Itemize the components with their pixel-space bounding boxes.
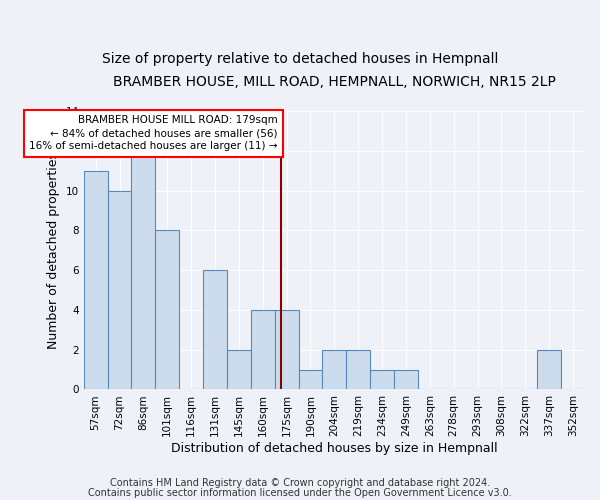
Bar — [346, 350, 370, 390]
Bar — [227, 350, 251, 390]
Bar — [537, 350, 561, 390]
Y-axis label: Number of detached properties: Number of detached properties — [47, 152, 60, 348]
Bar — [203, 270, 227, 390]
Text: Contains HM Land Registry data © Crown copyright and database right 2024.: Contains HM Land Registry data © Crown c… — [110, 478, 490, 488]
Bar — [322, 350, 346, 390]
Text: Size of property relative to detached houses in Hempnall: Size of property relative to detached ho… — [102, 52, 498, 66]
X-axis label: Distribution of detached houses by size in Hempnall: Distribution of detached houses by size … — [171, 442, 497, 455]
Bar — [251, 310, 275, 390]
Bar — [131, 151, 155, 390]
Bar — [84, 170, 107, 390]
Bar — [299, 370, 322, 390]
Text: Contains public sector information licensed under the Open Government Licence v3: Contains public sector information licen… — [88, 488, 512, 498]
Bar — [107, 190, 131, 390]
Bar — [394, 370, 418, 390]
Text: BRAMBER HOUSE MILL ROAD: 179sqm
← 84% of detached houses are smaller (56)
16% of: BRAMBER HOUSE MILL ROAD: 179sqm ← 84% of… — [29, 115, 278, 152]
Title: BRAMBER HOUSE, MILL ROAD, HEMPNALL, NORWICH, NR15 2LP: BRAMBER HOUSE, MILL ROAD, HEMPNALL, NORW… — [113, 75, 556, 89]
Bar — [155, 230, 179, 390]
Bar — [275, 310, 299, 390]
Bar — [370, 370, 394, 390]
